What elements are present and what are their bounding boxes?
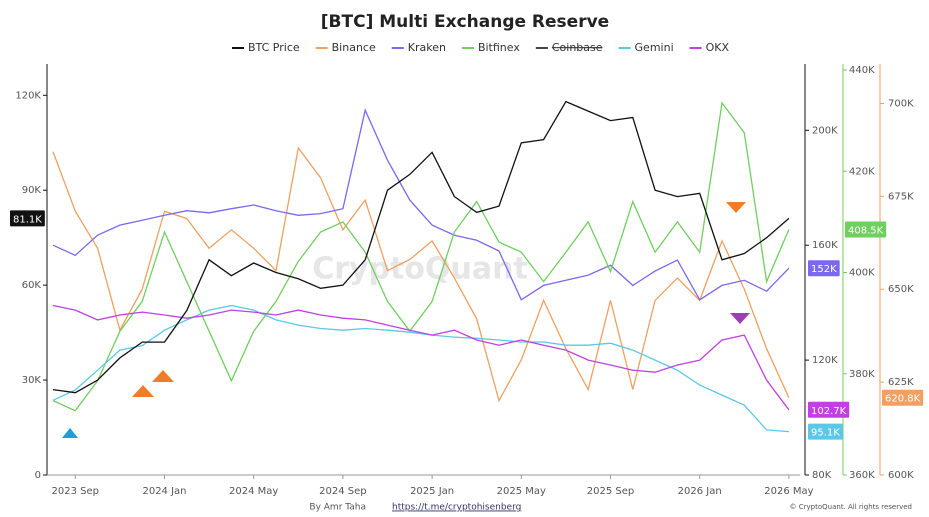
legend-label: Kraken <box>408 41 446 54</box>
legend-label: OKX <box>706 41 730 54</box>
legend-label: Bitfinex <box>478 41 520 54</box>
annotation-markers <box>62 202 750 438</box>
y-tick-label: 0 <box>35 470 41 481</box>
y-tick-label: 440K <box>849 65 875 76</box>
last-value-box: 95.1K <box>808 423 843 440</box>
y-tick-label: 360K <box>849 470 875 481</box>
marker <box>152 370 174 382</box>
last-value-box: 81.1K <box>10 210 45 227</box>
y-tick-label: 120K <box>812 355 838 366</box>
chart-title: [BTC] Multi Exchange Reserve <box>321 12 609 32</box>
legend-label: Gemini <box>635 41 674 54</box>
x-tick-label: 2024 May <box>229 486 278 497</box>
legend-label: BTC Price <box>248 41 300 54</box>
series-line <box>52 101 790 412</box>
y-tick-label: 30K <box>22 375 42 386</box>
legend-label: Binance <box>332 41 376 54</box>
x-tick-label: 2025 May <box>497 486 546 497</box>
y-tick-label: 650K <box>888 284 914 295</box>
last-value-bg <box>845 221 887 238</box>
y-tick-label: 625K <box>888 377 914 388</box>
marker <box>132 385 154 397</box>
watermark: CryptoQuant <box>312 252 528 287</box>
marker <box>726 202 746 213</box>
author: By Amr Taha <box>309 503 366 513</box>
x-tick-label: 2026 Jan <box>678 486 722 497</box>
last-value-bg <box>882 389 924 406</box>
y-tick-label: 60K <box>22 280 42 291</box>
last-value-box: 620.8K <box>882 389 924 406</box>
last-value-box: 102.7K <box>808 401 850 418</box>
x-tick-label: 2024 Sep <box>319 486 366 497</box>
last-value-bg <box>10 210 45 227</box>
last-value-label: 408.5K <box>848 225 884 236</box>
marker <box>730 313 750 324</box>
marker <box>62 428 78 438</box>
x-tick-label: 2026 May <box>764 486 813 497</box>
y-tick-label: 90K <box>22 185 42 196</box>
last-value-bg <box>808 260 840 277</box>
last-value-label: 102.7K <box>811 406 847 417</box>
x-tick-label: 2023 Sep <box>52 486 99 497</box>
x-tick-label: 2024 Jan <box>142 486 186 497</box>
x-tick-label: 2025 Jan <box>410 486 454 497</box>
author-link[interactable]: https://t.me/cryptohisenberg <box>392 503 521 513</box>
y-tick-label: 420K <box>849 166 875 177</box>
last-value-box: 152K <box>808 260 840 277</box>
last-value-bg <box>808 401 850 418</box>
x-tick-label: 2025 Sep <box>587 486 634 497</box>
last-value-label: 81.1K <box>13 214 42 225</box>
y-tick-label: 200K <box>812 125 838 136</box>
y-tick-label: 700K <box>888 98 914 109</box>
last-value-label: 620.8K <box>885 394 921 405</box>
last-value-bg <box>808 423 843 440</box>
last-value-label: 152K <box>811 264 837 275</box>
y-tick-label: 80K <box>812 470 832 481</box>
last-value-box: 408.5K <box>845 221 887 238</box>
series-line <box>52 304 789 433</box>
series-line <box>52 304 790 411</box>
y-tick-label: 400K <box>849 268 875 279</box>
series-line <box>52 146 790 403</box>
legend-label: Coinbase <box>552 41 603 54</box>
legend: BTC Price Binance Kraken Bitfinex Coinbase Ge… <box>232 41 729 54</box>
series-line <box>52 108 790 301</box>
copyright: © CryptoQuant. All rights reserved <box>790 503 912 511</box>
y-tick-label: 600K <box>888 470 914 481</box>
last-value-label: 95.1K <box>811 428 840 439</box>
y-tick-label: 380K <box>849 369 875 380</box>
y-tick-label: 120K <box>15 90 41 101</box>
y-tick-label: 160K <box>812 240 838 251</box>
series-line <box>52 100 790 394</box>
y-tick-label: 675K <box>888 191 914 202</box>
